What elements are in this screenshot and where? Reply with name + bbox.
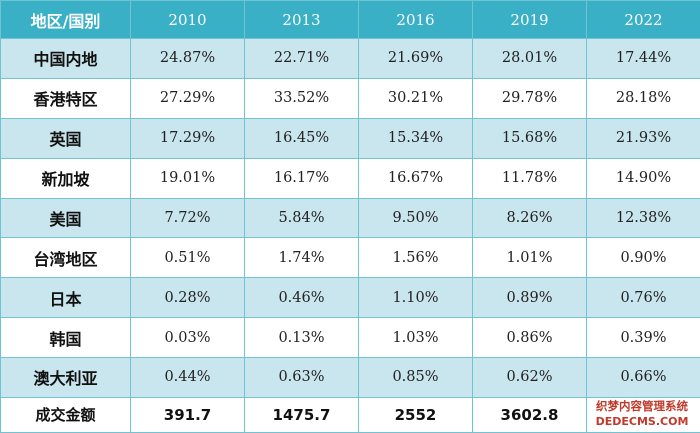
column-header-year: 2019 (472, 0, 587, 39)
region-cell: 中国内地 (0, 38, 131, 79)
total-value-cell: 2552 (358, 396, 473, 433)
value-cell: 0.51% (130, 237, 245, 279)
total-label-cell: 成交金额 (0, 396, 131, 433)
value-cell: 21.93% (586, 117, 700, 159)
total-value-cell: 391.7 (130, 396, 245, 433)
value-cell: 0.89% (472, 277, 587, 319)
value-cell: 0.03% (130, 317, 245, 358)
value-cell: 29.78% (472, 77, 587, 119)
region-cell: 香港特区 (0, 77, 131, 119)
value-cell: 17.29% (130, 117, 245, 159)
column-header-year: 2016 (358, 0, 473, 39)
value-cell: 1.74% (244, 237, 359, 279)
value-cell: 28.18% (586, 77, 700, 119)
value-cell: 22.71% (244, 38, 359, 79)
column-header-region: 地区/国别 (0, 0, 131, 39)
value-cell: 0.44% (130, 357, 245, 398)
value-cell: 1.01% (472, 237, 587, 279)
value-cell: 0.39% (586, 317, 700, 358)
value-cell: 5.84% (244, 197, 359, 239)
value-cell: 15.34% (358, 117, 473, 159)
region-cell: 澳大利亚 (0, 357, 131, 398)
region-cell: 新加坡 (0, 157, 131, 199)
value-cell: 12.38% (586, 197, 700, 239)
value-cell: 0.28% (130, 277, 245, 319)
table-row: 中国内地 24.87% 22.71% 21.69% 28.01% 17.44% (0, 38, 700, 79)
table-row: 香港特区 27.29% 33.52% 30.21% 29.78% 28.18% (0, 77, 700, 119)
value-cell: 1.03% (358, 317, 473, 358)
value-cell: 1.56% (358, 237, 473, 279)
total-value-cell: 3602.8 (472, 396, 587, 433)
column-header-year: 2022 (586, 0, 700, 39)
table-row: 日本 0.28% 0.46% 1.10% 0.89% 0.76% (0, 277, 700, 319)
value-cell: 30.21% (358, 77, 473, 119)
value-cell: 27.29% (130, 77, 245, 119)
region-cell: 韩国 (0, 317, 131, 358)
table-row: 台湾地区 0.51% 1.74% 1.56% 1.01% 0.90% (0, 237, 700, 279)
value-cell: 19.01% (130, 157, 245, 199)
total-value-cell: 1475.7 (244, 396, 359, 433)
value-cell: 16.17% (244, 157, 359, 199)
region-cell: 美国 (0, 197, 131, 239)
header-row: 地区/国别 2010 2013 2016 2019 2022 (0, 0, 700, 39)
column-header-year: 2013 (244, 0, 359, 39)
table-row: 韩国 0.03% 0.13% 1.03% 0.86% 0.39% (0, 317, 700, 358)
value-cell: 17.44% (586, 38, 700, 79)
total-row: 成交金额 391.7 1475.7 2552 3602.8 (0, 396, 700, 433)
column-header-year: 2010 (130, 0, 245, 39)
value-cell: 0.90% (586, 237, 700, 279)
region-cell: 台湾地区 (0, 237, 131, 279)
value-cell: 11.78% (472, 157, 587, 199)
value-cell: 8.26% (472, 197, 587, 239)
value-cell: 7.72% (130, 197, 245, 239)
table-row: 英国 17.29% 16.45% 15.34% 15.68% 21.93% (0, 117, 700, 159)
value-cell: 21.69% (358, 38, 473, 79)
value-cell: 0.62% (472, 357, 587, 398)
value-cell: 0.13% (244, 317, 359, 358)
value-cell: 15.68% (472, 117, 587, 159)
table-row: 澳大利亚 0.44% 0.63% 0.85% 0.62% 0.66% (0, 357, 700, 398)
value-cell: 0.63% (244, 357, 359, 398)
value-cell: 33.52% (244, 77, 359, 119)
value-cell: 28.01% (472, 38, 587, 79)
table-row: 美国 7.72% 5.84% 9.50% 8.26% 12.38% (0, 197, 700, 239)
total-value-cell (586, 396, 700, 433)
value-cell: 14.90% (586, 157, 700, 199)
value-cell: 0.46% (244, 277, 359, 319)
value-cell: 16.67% (358, 157, 473, 199)
value-cell: 0.86% (472, 317, 587, 358)
region-cell: 英国 (0, 117, 131, 159)
region-cell: 日本 (0, 277, 131, 319)
value-cell: 0.66% (586, 357, 700, 398)
value-cell: 9.50% (358, 197, 473, 239)
value-cell: 1.10% (358, 277, 473, 319)
value-cell: 0.76% (586, 277, 700, 319)
table-row: 新加坡 19.01% 16.17% 16.67% 11.78% 14.90% (0, 157, 700, 199)
value-cell: 0.85% (358, 357, 473, 398)
value-cell: 24.87% (130, 38, 245, 79)
value-cell: 16.45% (244, 117, 359, 159)
